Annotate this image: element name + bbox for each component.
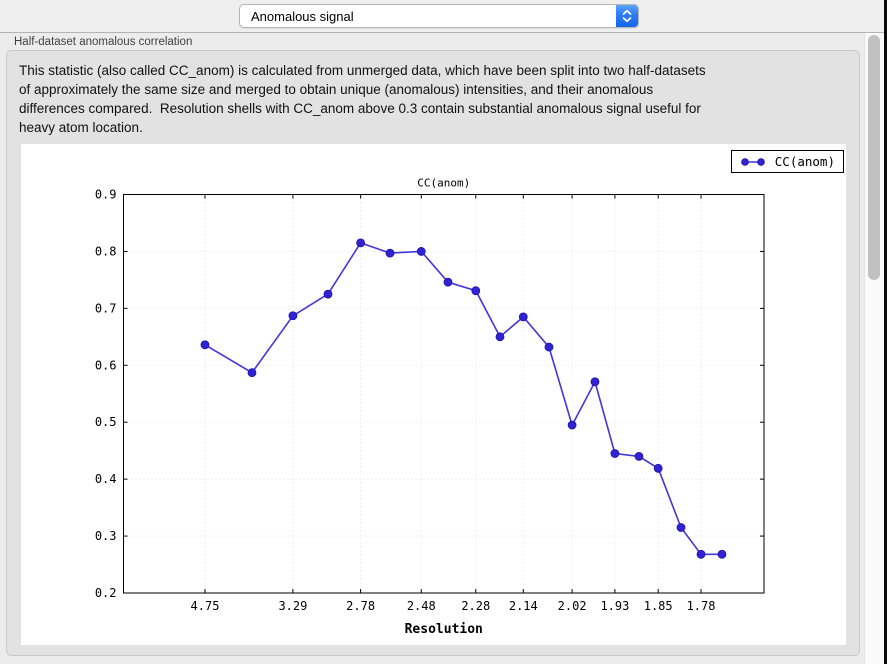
content-panel: This statistic (also called CC_anom) is … <box>6 50 860 656</box>
grid-lines <box>123 194 764 594</box>
vertical-scrollbar[interactable] <box>864 33 884 664</box>
y-tick-label: 0.5 <box>95 415 117 429</box>
y-tick-label: 0.3 <box>95 529 117 543</box>
x-tick-label: 2.14 <box>509 599 538 613</box>
section-title: Half-dataset anomalous correlation <box>14 36 193 48</box>
x-axis-label: Resolution <box>405 622 483 637</box>
x-tick-label: 3.29 <box>278 599 307 613</box>
x-tick-label: 2.02 <box>558 599 587 613</box>
data-point <box>544 342 554 352</box>
axis-ticks <box>123 194 764 594</box>
data-point <box>200 340 210 350</box>
data-point <box>610 449 620 458</box>
x-tick-label: 1.78 <box>687 599 716 613</box>
data-point <box>495 332 505 342</box>
y-tick-label: 0.8 <box>95 244 117 258</box>
data-point <box>288 311 298 321</box>
y-tick-label: 0.4 <box>95 472 117 486</box>
data-point <box>653 463 663 473</box>
data-point <box>247 368 257 378</box>
plot-frame <box>123 194 765 594</box>
description-text: This statistic (also called CC_anom) is … <box>19 63 706 135</box>
x-tick-label: 1.93 <box>600 599 629 613</box>
data-point <box>443 277 453 287</box>
data-point <box>323 289 333 299</box>
data-point <box>471 286 481 296</box>
data-point <box>356 238 366 248</box>
plot-selector-dropdown[interactable]: Anomalous signal <box>239 4 639 28</box>
chart-title: CC(anom) <box>417 177 470 190</box>
data-point <box>590 377 600 387</box>
x-tick-label: 4.75 <box>191 599 220 613</box>
y-tick-labels: 0.9 0.8 0.7 0.6 0.5 0.4 0.3 0.2 <box>95 188 117 601</box>
data-point <box>416 247 426 256</box>
data-point <box>696 549 706 559</box>
data-point <box>717 549 727 559</box>
window-right-edge <box>884 0 887 664</box>
x-tick-label: 2.28 <box>461 599 490 613</box>
chart-legend: CC(anom) <box>730 150 844 173</box>
data-point <box>385 248 395 258</box>
toolbar: Anomalous signal <box>0 0 887 33</box>
data-point <box>518 312 528 322</box>
y-tick-label: 0.9 <box>95 188 117 202</box>
x-tick-labels: 4.75 3.29 2.78 2.48 2.28 2.14 2.02 1.93 1.85 1.78 <box>191 599 716 613</box>
data-points <box>200 238 727 559</box>
y-tick-label: 0.6 <box>95 358 117 372</box>
dropdown-selected-value: Anomalous signal <box>251 8 354 24</box>
scrollbar-thumb[interactable] <box>868 35 880 280</box>
x-tick-label: 2.48 <box>407 599 436 613</box>
x-tick-label: 1.85 <box>644 599 673 613</box>
y-tick-label: 0.7 <box>95 301 117 315</box>
dropdown-stepper-icon <box>616 5 638 27</box>
data-point <box>567 420 577 430</box>
legend-line-marker-icon <box>740 157 765 166</box>
data-point <box>676 523 686 532</box>
x-tick-label: 2.78 <box>346 599 375 613</box>
legend-label: CC(anom) <box>774 154 835 169</box>
cc-anom-chart: 4.75 3.29 2.78 2.48 2.28 2.14 2.02 1.93 1.85 1.78… <box>95 177 765 637</box>
y-tick-label: 0.2 <box>95 586 117 600</box>
data-point <box>634 451 644 461</box>
plot-card: 4.75 3.29 2.78 2.48 2.28 2.14 2.02 1.93 1.85 1.78… <box>21 144 846 645</box>
series-line <box>204 241 722 556</box>
